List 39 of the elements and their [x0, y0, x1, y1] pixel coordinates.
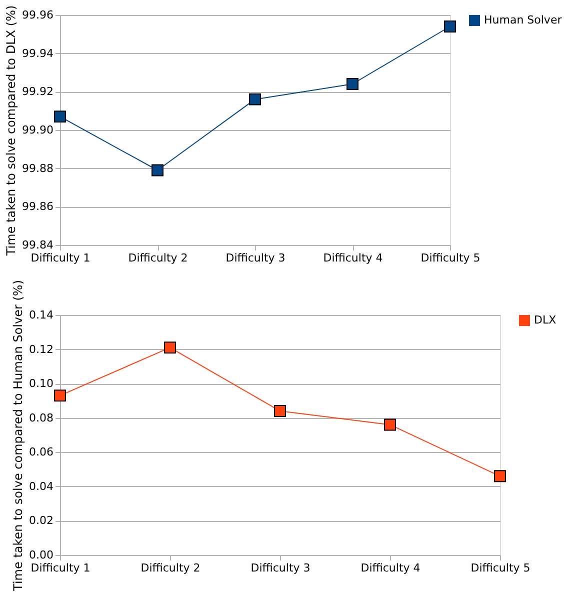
x-tick-label: Difficulty 3	[250, 562, 310, 574]
y-tick-label: 0.04	[29, 480, 54, 493]
y-tick-label: 99.94	[22, 46, 54, 60]
point	[54, 390, 66, 402]
point	[164, 342, 176, 354]
point	[274, 405, 286, 417]
y-axis-title: Time taken to solve compared to Human Solver (%)	[11, 280, 26, 592]
x-tick-label: Difficulty 2	[128, 252, 188, 264]
y-tick-label: 0.10	[29, 377, 54, 390]
x-tick-label: Difficulty 5	[470, 562, 530, 574]
legend-label: Human Solver	[484, 14, 562, 26]
y-tick-label: 99.86	[22, 200, 54, 214]
y-tick-label: 99.96	[22, 8, 54, 22]
x-tick-label: Difficulty 5	[420, 252, 480, 264]
point	[384, 418, 396, 431]
y-tick-label: 0.02	[29, 514, 54, 528]
y-tick-label: 0.08	[29, 411, 54, 424]
y-tick-label: 99.90	[22, 124, 54, 136]
point	[444, 20, 456, 32]
y-tick-label: 99.84	[22, 238, 54, 252]
point	[54, 110, 66, 123]
x-tick-label: Difficulty 2	[140, 562, 200, 574]
point	[346, 78, 358, 90]
x-tick-label: Difficulty 4	[323, 252, 383, 264]
y-tick-label: 0.00	[29, 548, 54, 562]
point	[494, 470, 506, 482]
x-tick-label: Difficulty 3	[226, 252, 286, 264]
y-tick-label: 99.92	[22, 85, 54, 98]
y-tick-label: 0.14	[29, 308, 54, 322]
legend-label: DLX	[534, 314, 557, 326]
y-tick-label: 0.12	[29, 342, 54, 356]
point	[249, 93, 261, 106]
y-axis-title: Time taken to solve compared to DLX (%)	[4, 5, 18, 257]
y-tick-label: 0.06	[29, 446, 54, 459]
x-tick-label: Difficulty 1	[30, 562, 90, 574]
x-tick-label: Difficulty 4	[360, 562, 420, 574]
y-tick-label: 99.88	[22, 162, 54, 175]
x-tick-label: Difficulty 1	[30, 252, 90, 264]
point	[152, 164, 164, 176]
